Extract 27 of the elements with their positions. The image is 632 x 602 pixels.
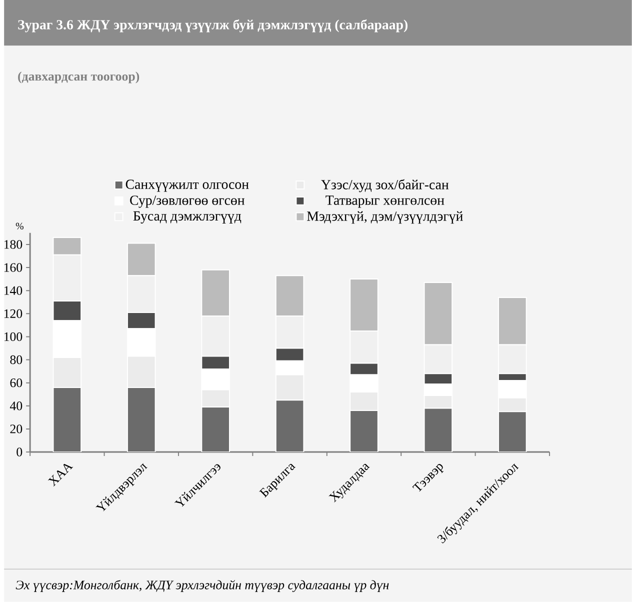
legend-label: Бусад дэмжлэгүүд (133, 211, 242, 224)
bar (52, 387, 82, 452)
bar (498, 411, 527, 452)
y-tick-label: 20 (10, 424, 22, 434)
bar (350, 410, 378, 452)
chart-subtitle: (давхардсан тоогоор) (18, 72, 140, 84)
legend-label: Мэдэхгүй, дэм/үзүүлдэгүй (307, 211, 463, 224)
y-tick-label: 80 (10, 356, 22, 364)
y-tick-label: 0 (16, 448, 22, 456)
text: Эх үүсвэр:Монголбанк, ЖДҮ эрхлэгчдийн түүвэр судалгааны үр дүн (16, 580, 389, 592)
chart-title: Зураг 3.6 ЖДҮ эрхлэгчдэд үзүүлж буй дэмжлэгүүд (салбараар) (18, 19, 408, 32)
bar (275, 400, 304, 452)
y-tick-label: 120 (4, 309, 22, 318)
y-tick-label: 180 (4, 240, 22, 249)
y-tick-label: 40 (10, 402, 22, 410)
y-tick-label: 100 (4, 332, 22, 342)
bar (126, 387, 156, 452)
legend-label: Санхүүжилт олгосон (126, 180, 249, 192)
legend-label: Татварыг хөнгөлсөн (326, 196, 444, 208)
legend-label: Сур/зөвлөгөө өгсөн (130, 196, 244, 208)
bar (201, 406, 230, 452)
y-tick-label: 160 (4, 263, 22, 272)
y-axis-title: % (16, 222, 24, 230)
legend-label: Үзэс/худ зох/байг-сан (321, 179, 449, 192)
bar (424, 408, 453, 452)
y-tick-label: 140 (4, 286, 22, 295)
y-tick-label: 60 (10, 378, 22, 388)
